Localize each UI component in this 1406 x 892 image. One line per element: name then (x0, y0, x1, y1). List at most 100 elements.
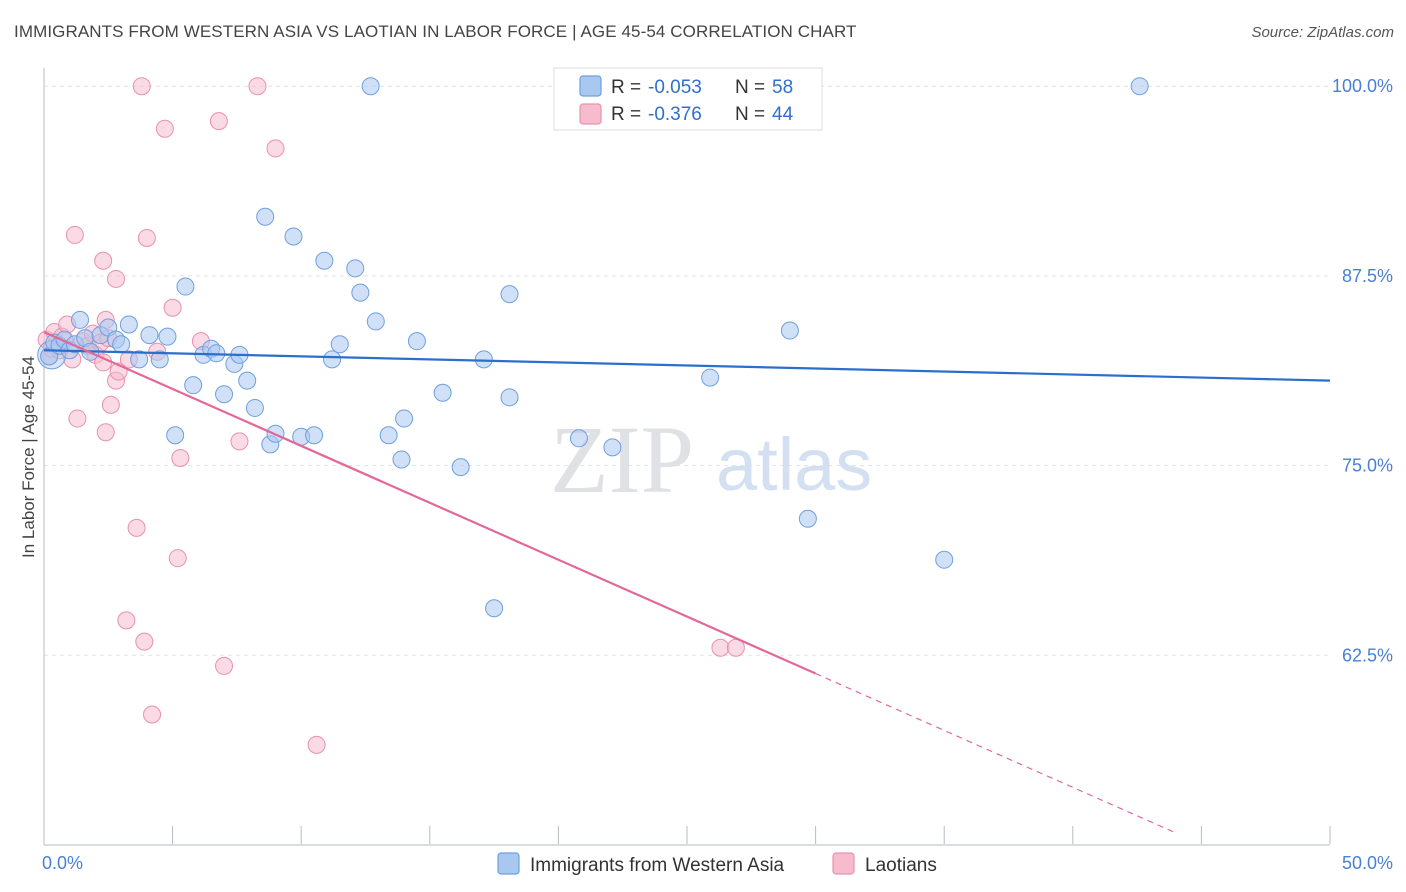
laotians-point (168, 549, 187, 568)
western-asia-point (150, 350, 169, 369)
bottom-legend-label-blue: Immigrants from Western Asia (530, 855, 785, 876)
laotians-point (266, 139, 285, 158)
western-asia-point (351, 283, 370, 302)
legend-r-value-1: -0.053 (648, 77, 702, 98)
western-asia-point (361, 77, 380, 96)
legend-n-value-2: 44 (772, 104, 794, 125)
western-asia-point (451, 458, 470, 477)
western-asia-point (485, 599, 504, 618)
bottom-legend: Immigrants from Western Asia Laotians (497, 852, 937, 876)
western-asia-point (112, 335, 131, 354)
bottom-legend-swatch-blue (497, 852, 520, 875)
western-asia-point (238, 371, 257, 390)
watermark-atlas: atlas (716, 423, 872, 506)
western-asia-point (158, 327, 177, 346)
y-tick-label: 100.0% (1332, 76, 1393, 96)
western-asia-point (407, 332, 426, 351)
legend-n-label-2: N = (735, 104, 765, 125)
y-tick-label: 62.5% (1342, 645, 1393, 665)
laotians-point (711, 638, 730, 657)
western-asia-point (330, 335, 349, 354)
western-asia-point (346, 259, 365, 278)
western-asia-point (305, 426, 324, 445)
legend-r-label-2: R = (611, 104, 641, 125)
western-asia-point (569, 429, 588, 448)
western-asia-points (37, 77, 1149, 618)
western-asia-point (701, 368, 720, 387)
laotians-point (171, 449, 190, 468)
western-asia-point (176, 277, 195, 296)
legend-n-label-1: N = (735, 77, 765, 98)
watermark-zip: ZIP (550, 406, 694, 513)
laotians-point (65, 225, 84, 244)
laotians-point (68, 409, 87, 428)
western-asia-point (71, 310, 90, 329)
bottom-legend-label-pink: Laotians (865, 855, 937, 876)
western-asia-point (119, 315, 138, 334)
western-asia-point (140, 326, 159, 345)
western-asia-point (395, 409, 414, 428)
laotians-point (135, 632, 154, 651)
western-asia-point (315, 251, 334, 270)
chart-title: IMMIGRANTS FROM WESTERN ASIA VS LAOTIAN … (14, 22, 857, 41)
western-asia-point (215, 385, 234, 404)
western-asia-point (1130, 77, 1149, 96)
western-asia-point (256, 207, 275, 226)
laotians-trend-line (43, 331, 817, 675)
laotians-point (155, 119, 174, 138)
source-label: Source: ZipAtlas.com (1251, 24, 1394, 41)
laotians-point (307, 735, 326, 754)
watermark: ZIP atlas (550, 406, 872, 513)
bottom-legend-swatch-pink (832, 852, 855, 875)
y-tick-labels: 62.5% 75.0% 87.5% 100.0% (1332, 76, 1393, 665)
laotians-point (101, 395, 120, 414)
laotians-point (137, 228, 156, 247)
western-asia-point (284, 227, 303, 246)
y-tick-label: 87.5% (1342, 266, 1393, 286)
western-asia-point (603, 438, 622, 457)
western-asia-point (392, 450, 411, 469)
western-asia-point (245, 398, 264, 417)
laotians-point (127, 518, 146, 537)
western-asia-point (433, 383, 452, 402)
western-asia-point (935, 550, 954, 569)
western-asia-point (379, 426, 398, 445)
laotians-point (209, 112, 228, 131)
western-asia-point (798, 509, 817, 528)
western-asia-point (130, 350, 149, 369)
western-asia-point (166, 426, 185, 445)
legend-r-label-1: R = (611, 77, 641, 98)
axes (43, 68, 1330, 846)
western-asia-point (500, 388, 519, 407)
laotians-point (107, 269, 126, 288)
western-asia-point (184, 376, 203, 395)
western-asia-point (323, 350, 342, 369)
western-asia-point (780, 321, 799, 340)
laotians-point (132, 77, 151, 96)
legend-box: R = -0.053 N = 58 R = -0.376 N = 44 (553, 67, 823, 131)
legend-swatch-pink (579, 103, 602, 125)
laotians-point (248, 77, 267, 96)
laotians-point (94, 251, 113, 270)
laotians-point (215, 656, 234, 675)
legend-swatch-blue (579, 75, 602, 97)
laotians-point (230, 432, 249, 451)
trend-lines (43, 331, 1331, 834)
legend-r-value-2: -0.376 (648, 104, 702, 125)
western-asia-trend-line (43, 349, 1331, 382)
laotians-point (143, 705, 162, 724)
y-axis-label: In Labor Force | Age 45-54 (19, 356, 38, 558)
x-tick-label-max: 50.0% (1342, 853, 1393, 873)
western-asia-point (366, 312, 385, 331)
laotians-point (163, 298, 182, 317)
western-asia-point (500, 285, 519, 304)
laotians-point (96, 423, 115, 442)
legend-n-value-1: 58 (772, 77, 793, 98)
x-tick-label-min: 0.0% (42, 853, 83, 873)
laotians-point (117, 611, 136, 630)
y-tick-label: 75.0% (1342, 456, 1393, 476)
laotians-trend-extension (815, 672, 1176, 834)
western-asia-point (474, 350, 493, 369)
x-tick-marks (43, 826, 1331, 844)
